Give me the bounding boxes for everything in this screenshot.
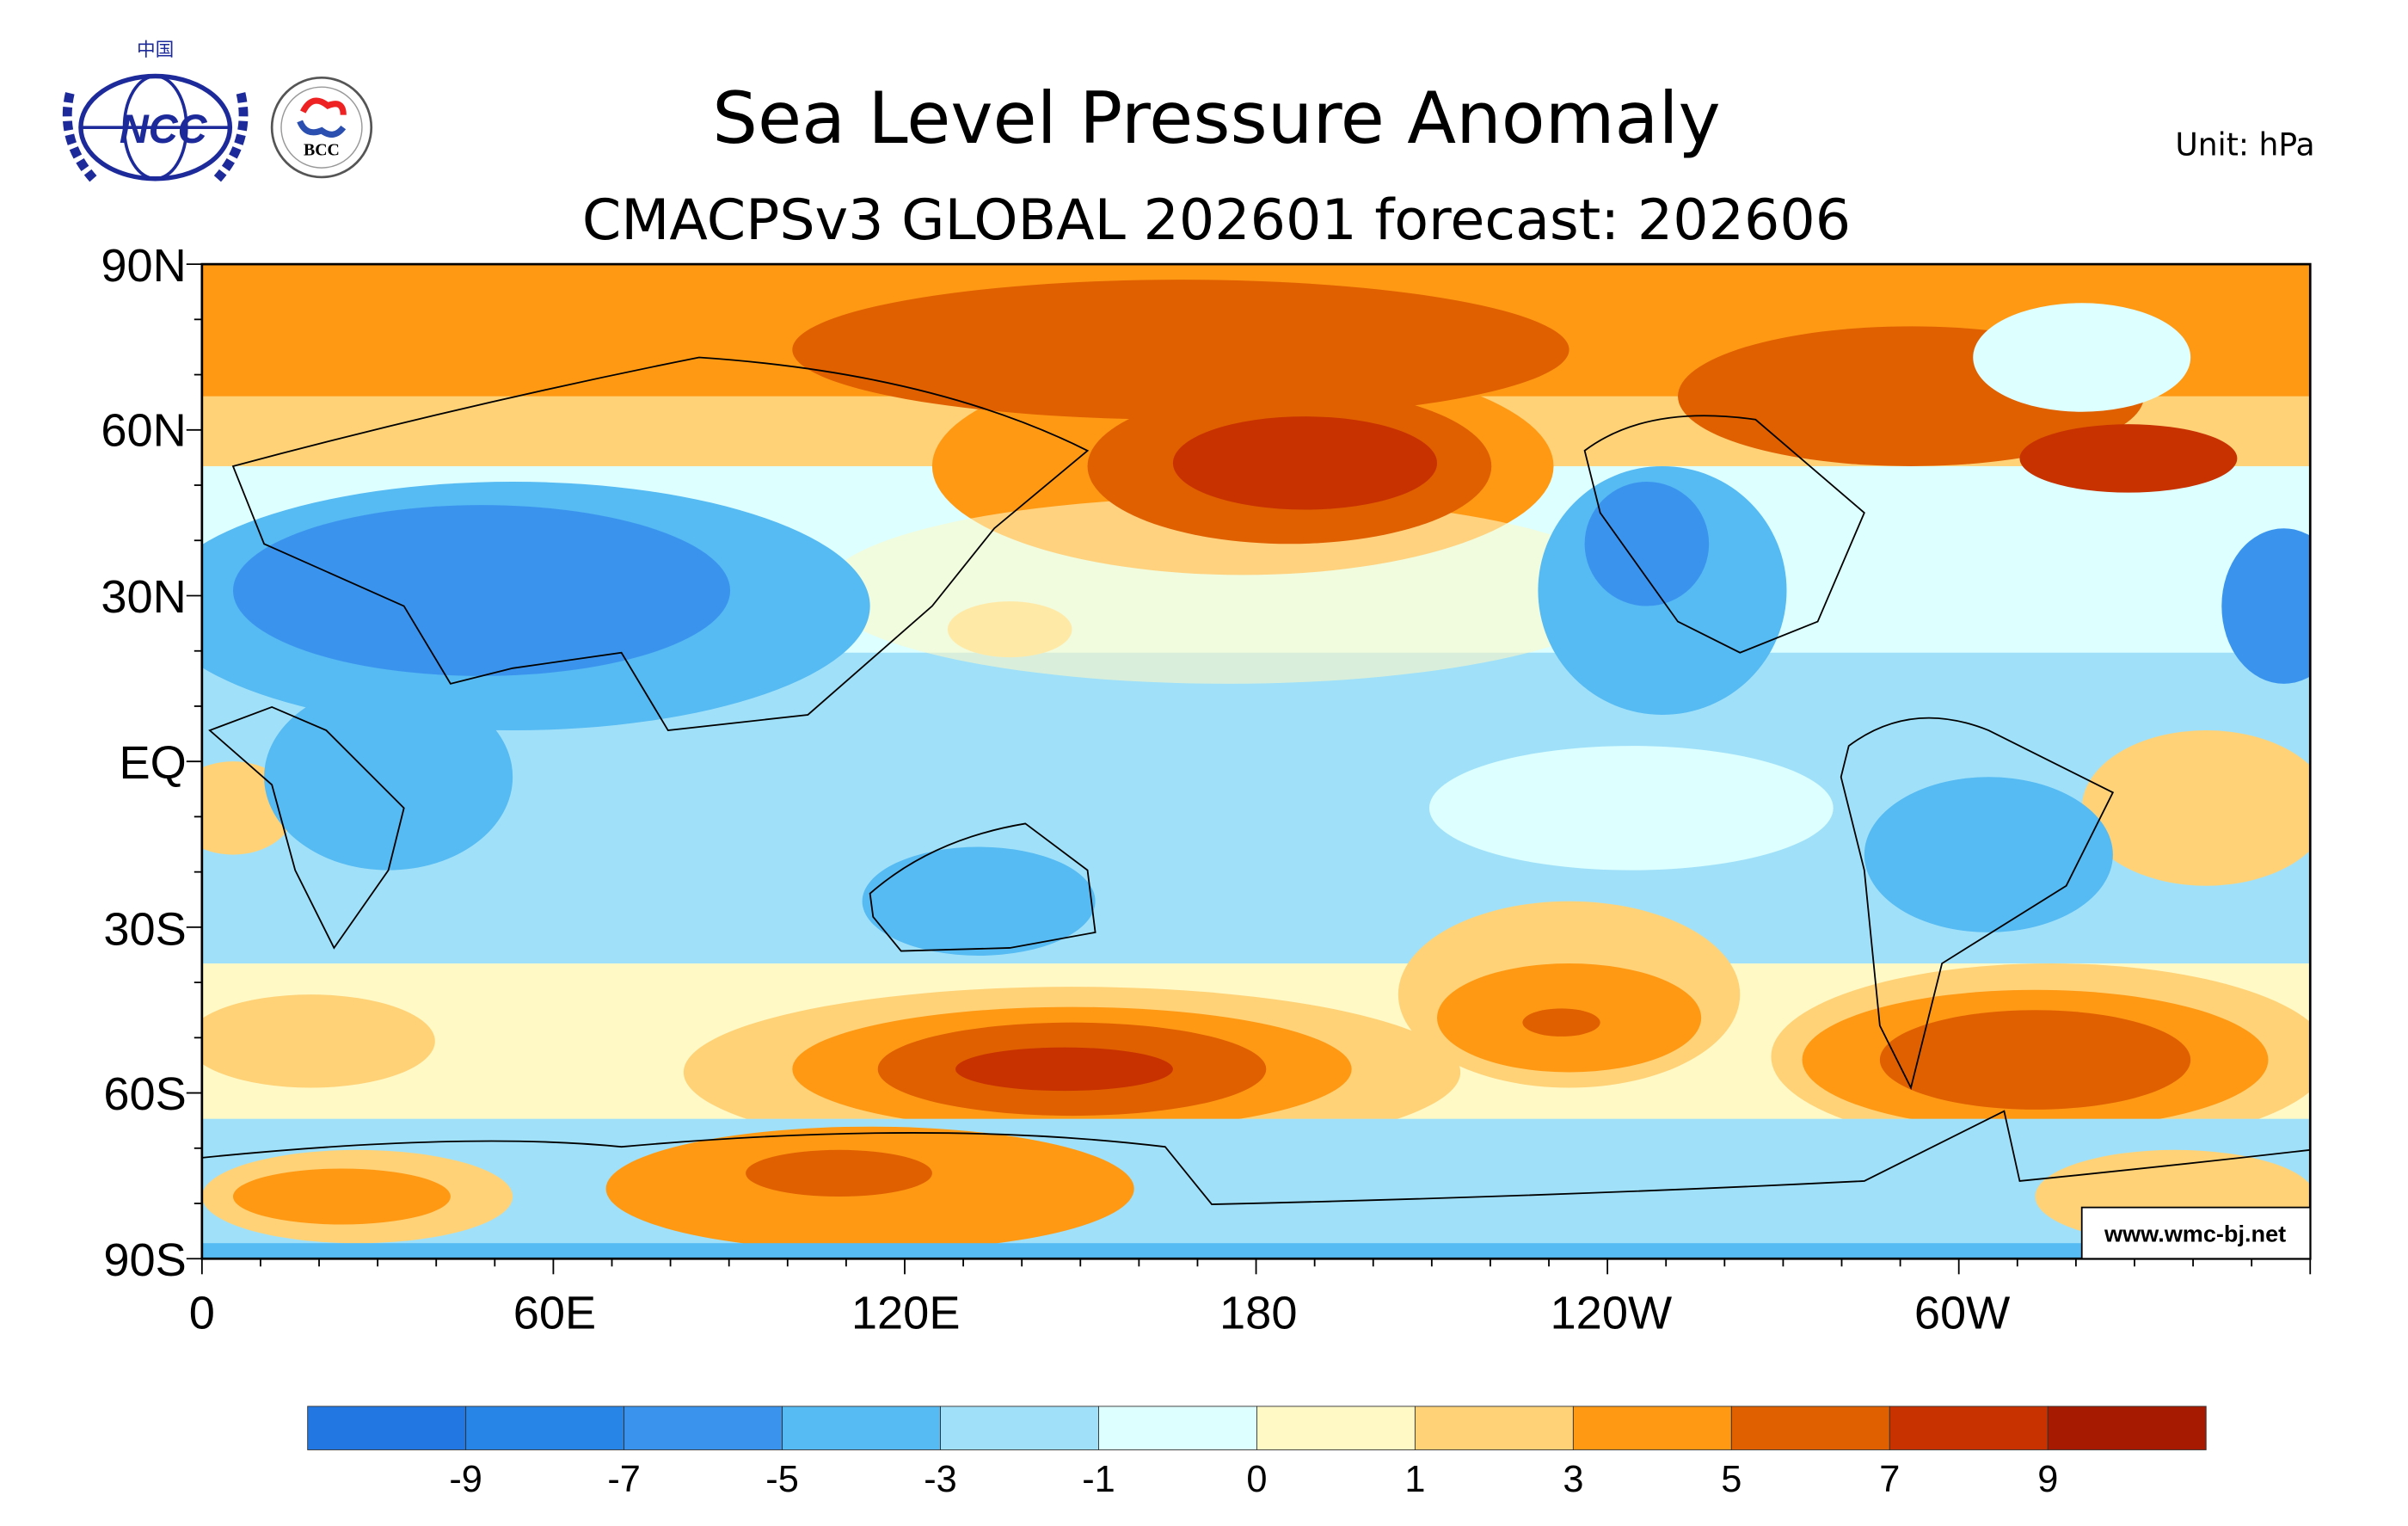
colorbar-label: -7 <box>607 1459 641 1500</box>
anomaly-map <box>201 264 2311 1259</box>
watermark: www.wmc-bj.net <box>2080 1206 2312 1260</box>
colorbar-label: 5 <box>1721 1459 1742 1500</box>
lon-tick-label: 60W <box>1914 1288 2010 1339</box>
ncc-logo: NCC 中国 <box>62 40 249 182</box>
colorbar: -9 -7 -5 -3 -1 0 1 3 5 7 9 <box>307 1406 2207 1500</box>
colorbar-swatch <box>2047 1406 2207 1450</box>
colorbar-swatch <box>782 1406 941 1450</box>
lat-tick-label: 30N <box>101 571 186 623</box>
colorbar-label: 9 <box>2037 1459 2058 1500</box>
lon-tick-label: 120E <box>851 1288 961 1339</box>
colorbar-label: 1 <box>1404 1459 1425 1500</box>
ncc-logo-top: 中国 <box>137 40 174 61</box>
lon-tick-label: 60E <box>513 1288 596 1339</box>
lat-tick-label: 60S <box>103 1068 186 1120</box>
colorbar-swatch <box>1098 1406 1257 1450</box>
ncc-logo-text: NCC <box>120 106 208 151</box>
lon-tick-label: 180 <box>1219 1288 1297 1339</box>
lat-tick-label: 90S <box>103 1234 186 1286</box>
lon-tick-label: 120W <box>1551 1288 1673 1339</box>
colorbar-label: -9 <box>449 1459 482 1500</box>
colorbar-swatch <box>465 1406 625 1450</box>
lat-tick-label: 30S <box>103 903 186 955</box>
watermark-text: www.wmc-bj.net <box>2104 1220 2286 1246</box>
bcc-logo: BCC <box>270 76 373 179</box>
colorbar-swatch <box>307 1406 467 1450</box>
lat-axis: 90N 60N 30N EQ 30S 60S 90S <box>101 240 186 1286</box>
colorbar-label: 0 <box>1246 1459 1267 1500</box>
axis-ticks <box>186 263 2312 1275</box>
colorbar-swatch <box>1414 1406 1574 1450</box>
colorbar-label: -1 <box>1082 1459 1115 1500</box>
lat-tick-label: 90N <box>101 240 186 292</box>
colorbar-swatch <box>1889 1406 2049 1450</box>
colorbar-swatch <box>1572 1406 1732 1450</box>
colorbar-swatch <box>1730 1406 1890 1450</box>
colorbar-swatch <box>1256 1406 1416 1450</box>
chart-title: Sea Level Pressure Anomaly <box>712 77 1720 160</box>
lat-tick-label: EQ <box>119 737 186 789</box>
bcc-logo-text: BCC <box>304 141 340 160</box>
colorbar-label: -5 <box>765 1459 799 1500</box>
colorbar-label: -3 <box>924 1459 957 1500</box>
colorbar-swatch <box>940 1406 1099 1450</box>
lon-tick-label: 0 <box>189 1288 215 1339</box>
colorbar-label: 3 <box>1563 1459 1583 1500</box>
chart-subtitle: CMACPSv3 GLOBAL 202601 forecast: 202606 <box>582 188 1851 253</box>
lon-axis: 0 60E 120E 180 120W 60W <box>189 1288 2011 1339</box>
unit-label: Unit: hPa <box>2175 126 2314 163</box>
colorbar-label: 7 <box>1879 1459 1900 1500</box>
colorbar-swatch <box>624 1406 783 1450</box>
lat-tick-label: 60N <box>101 404 186 456</box>
